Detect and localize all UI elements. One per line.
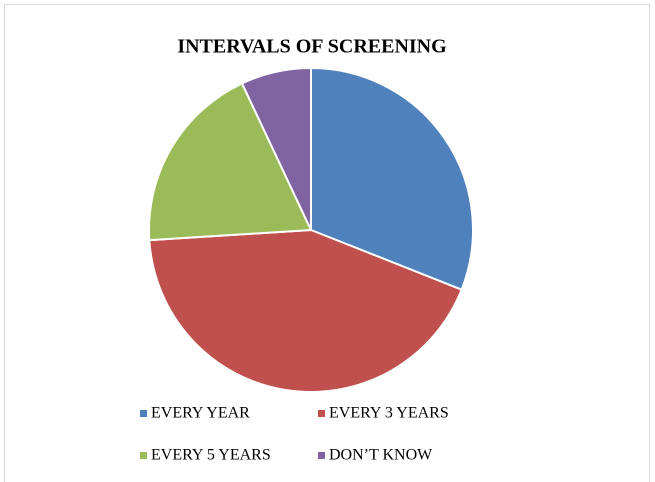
legend-swatch xyxy=(318,452,325,459)
chart-title: INTERVALS OF SCREENING xyxy=(177,36,447,58)
legend-label: EVERY YEAR xyxy=(151,405,250,422)
pie-slice xyxy=(240,66,312,231)
legend-swatch xyxy=(140,452,147,459)
pie-slice xyxy=(148,82,313,242)
legend-label: EVERY 3 YEARS xyxy=(329,405,449,422)
legend-label: EVERY 5 YEARS xyxy=(151,447,271,464)
legend-swatch xyxy=(140,410,147,417)
legend-swatch xyxy=(318,410,325,417)
pie-slice xyxy=(148,228,463,393)
pie-slice xyxy=(310,66,474,291)
legend-label: DON’T KNOW xyxy=(329,447,433,464)
